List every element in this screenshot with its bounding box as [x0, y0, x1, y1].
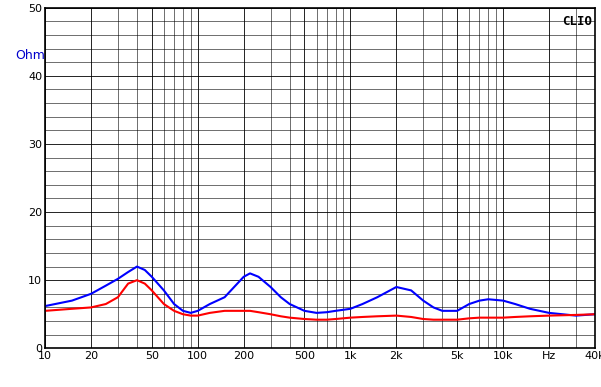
Text: Ohm: Ohm: [15, 49, 44, 62]
Text: CLIO: CLIO: [563, 15, 592, 27]
